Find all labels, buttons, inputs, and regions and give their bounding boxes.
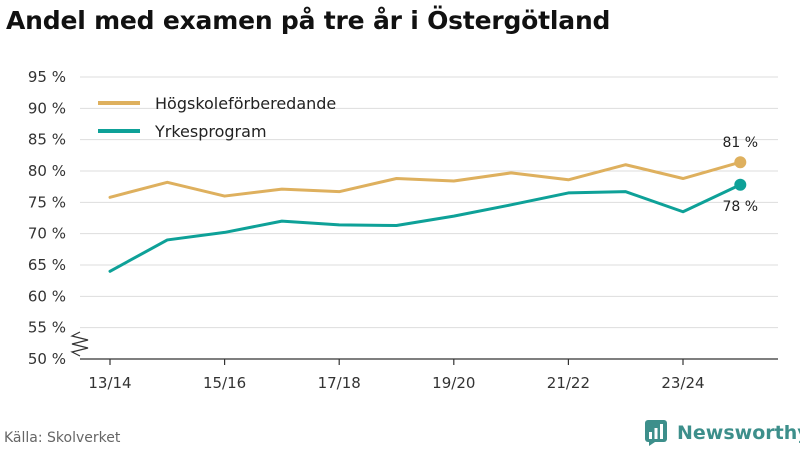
y-tick-label: 50 % (28, 350, 66, 368)
x-tick-label: 19/20 (432, 374, 475, 392)
y-tick-label: 90 % (28, 99, 66, 117)
y-tick-label: 95 % (28, 68, 66, 86)
line-chart: 50 % 55 % 60 % 65 % 70 % 75 % 80 % 85 % 90 % 95 %… (28, 68, 778, 392)
series-line-2 (108, 183, 742, 273)
x-tick-label: 23/24 (661, 374, 704, 392)
axis-break-marker (70, 331, 89, 357)
y-tick-label: 80 % (28, 162, 66, 180)
y-tick-label: 65 % (28, 256, 66, 274)
source-note: Källa: Skolverket (4, 430, 121, 446)
x-tick-label: 17/18 (318, 374, 361, 392)
y-tick-label: 55 % (28, 319, 66, 337)
y-tick-label: 85 % (28, 131, 66, 149)
end-value-label: 78 % (723, 199, 759, 215)
chart-title: Andel med examen på tre år i Östergötlan… (6, 6, 611, 35)
end-marker (734, 178, 747, 191)
y-tick-label: 60 % (28, 287, 66, 305)
x-tick-label: 21/22 (547, 374, 590, 392)
y-tick-label: 70 % (28, 225, 66, 243)
legend-label: Yrkesprogram (154, 122, 267, 141)
brand-name: Newsworthy (677, 422, 800, 444)
y-tick-label: 75 % (28, 193, 66, 211)
end-value-label: 81 % (723, 135, 759, 151)
series-line-1 (108, 160, 742, 199)
newsworthy-logo: Newsworthy (645, 420, 800, 446)
x-tick-label: 15/16 (203, 374, 246, 392)
newsworthy-logo-icon (645, 420, 667, 446)
legend-label: Högskoleförberedande (155, 94, 336, 113)
end-marker (734, 156, 747, 169)
x-tick-label: 13/14 (88, 374, 131, 392)
